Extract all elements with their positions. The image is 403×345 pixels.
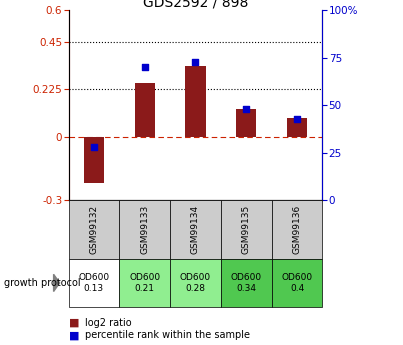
Bar (170, 200, 221, 259)
Bar (221, 200, 272, 259)
Point (243, 106, 249, 112)
Title: GDS2592 / 898: GDS2592 / 898 (143, 0, 248, 9)
Text: ■: ■ (69, 318, 79, 327)
Bar (272, 259, 322, 307)
Bar (221, 259, 272, 307)
Text: percentile rank within the sample: percentile rank within the sample (85, 331, 249, 340)
Bar (69, 200, 119, 259)
Point (192, 59, 199, 64)
Bar (272, 200, 322, 259)
Bar (84, 137, 104, 183)
Text: OD600
0.34: OD600 0.34 (231, 273, 262, 293)
Bar (119, 200, 170, 259)
Bar (170, 259, 221, 307)
Text: OD600
0.21: OD600 0.21 (129, 273, 160, 293)
Text: log2 ratio: log2 ratio (85, 318, 131, 327)
Bar (236, 109, 256, 137)
Text: GSM99132: GSM99132 (89, 205, 98, 254)
Bar (287, 118, 307, 137)
Text: GSM99135: GSM99135 (242, 205, 251, 254)
Text: GSM99133: GSM99133 (140, 205, 149, 254)
Text: ■: ■ (69, 331, 79, 340)
Bar (119, 259, 170, 307)
Text: OD600
0.13: OD600 0.13 (78, 273, 110, 293)
Polygon shape (54, 274, 60, 292)
Text: GSM99134: GSM99134 (191, 205, 200, 254)
Text: growth protocol: growth protocol (4, 278, 81, 288)
Text: OD600
0.4: OD600 0.4 (281, 273, 313, 293)
Point (91, 144, 97, 150)
Bar (69, 259, 119, 307)
Bar (185, 66, 206, 137)
Point (294, 116, 300, 121)
Text: GSM99136: GSM99136 (293, 205, 301, 254)
Text: OD600
0.28: OD600 0.28 (180, 273, 211, 293)
Point (141, 65, 148, 70)
Bar (135, 83, 155, 137)
